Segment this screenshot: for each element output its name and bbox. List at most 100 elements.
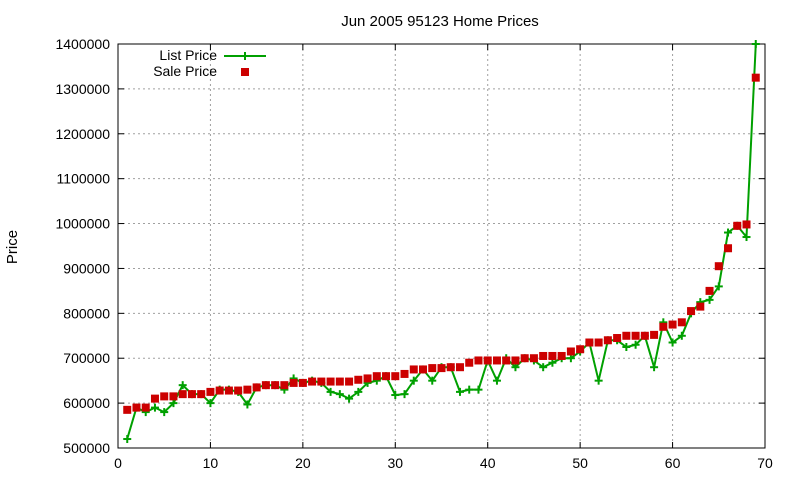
sale-price-point xyxy=(585,338,594,347)
list-price-point xyxy=(465,385,474,394)
sale-price-point xyxy=(150,394,159,403)
list-price-point xyxy=(354,387,363,396)
x-tick-label: 0 xyxy=(114,455,122,471)
list-price-point xyxy=(326,387,335,396)
list-price-point xyxy=(548,358,557,367)
sale-price-point xyxy=(280,381,289,390)
y-tick-label: 1000000 xyxy=(55,216,110,232)
y-tick-label: 1100000 xyxy=(57,171,111,187)
list-price-point xyxy=(150,403,159,412)
sale-price-point xyxy=(391,372,400,381)
sale-price-point xyxy=(742,220,751,229)
sale-price-point xyxy=(511,356,520,365)
legend-list-price-label: List Price xyxy=(159,47,217,63)
sale-price-point xyxy=(372,372,381,381)
sale-price-point xyxy=(613,334,622,343)
sale-price-point xyxy=(234,386,243,395)
sale-price-point xyxy=(659,322,668,331)
list-price-point xyxy=(409,376,418,385)
sale-price-point xyxy=(345,377,354,386)
sale-price-point xyxy=(520,354,529,363)
sale-price-point xyxy=(650,330,659,339)
x-tick-label: 40 xyxy=(480,455,496,471)
sale-price-point xyxy=(308,377,317,386)
list-price-point xyxy=(668,338,677,347)
x-tick-label: 70 xyxy=(757,455,773,471)
sale-price-point xyxy=(252,383,261,392)
sale-price-point xyxy=(187,390,196,399)
sale-price-point xyxy=(576,345,585,354)
sale-price-point xyxy=(169,392,178,401)
sale-price-point xyxy=(705,286,714,295)
sale-price-point xyxy=(261,381,270,390)
list-price-point xyxy=(622,343,631,351)
sale-price-point xyxy=(733,221,742,230)
sale-price-point xyxy=(409,365,418,374)
list-price-point xyxy=(714,282,723,291)
grid-lines xyxy=(118,44,765,448)
list-price-line xyxy=(126,43,757,440)
list-price-point xyxy=(400,390,409,399)
sale-price-point xyxy=(178,390,187,399)
list-price-point xyxy=(335,390,344,399)
list-price-point xyxy=(566,354,575,363)
sale-price-point xyxy=(437,364,446,373)
legend: List Price Sale Price xyxy=(153,47,266,79)
sale-price-point xyxy=(123,405,132,414)
y-tick-label: 500000 xyxy=(63,440,110,456)
list-price-point xyxy=(160,408,169,417)
series-list-price xyxy=(123,40,760,444)
x-axis-tick-labels: 0 10 20 30 40 50 60 70 xyxy=(114,455,773,471)
sale-price-point xyxy=(622,331,631,340)
sale-price-point xyxy=(271,381,280,390)
sale-price-point xyxy=(751,73,760,82)
sale-price-point xyxy=(400,369,409,378)
sale-price-point xyxy=(594,338,603,347)
sale-price-point xyxy=(603,336,612,345)
legend-sale-price-marker xyxy=(241,68,249,76)
sale-price-point xyxy=(631,331,640,340)
list-price-point xyxy=(594,376,603,385)
sale-price-point xyxy=(483,356,492,365)
sale-price-point xyxy=(382,372,391,381)
legend-list-price-marker xyxy=(241,52,249,60)
sale-price-point xyxy=(326,377,335,386)
y-tick-label: 600000 xyxy=(63,395,110,411)
list-price-point xyxy=(742,233,751,242)
sale-price-point xyxy=(446,363,455,372)
sale-price-point xyxy=(455,363,464,372)
sale-price-point xyxy=(677,318,686,327)
sale-price-point xyxy=(335,377,344,386)
sale-price-point xyxy=(529,354,538,363)
series-sale-price xyxy=(123,73,760,414)
sale-price-point xyxy=(492,356,501,365)
list-price-point xyxy=(345,394,354,403)
list-price-point xyxy=(455,387,464,396)
list-price-point xyxy=(650,363,659,372)
list-price-point xyxy=(178,381,187,390)
sale-price-point xyxy=(141,403,150,412)
sale-price-point xyxy=(224,386,233,395)
sale-price-point xyxy=(298,378,307,387)
sale-price-point xyxy=(132,403,141,412)
sale-price-point xyxy=(474,356,483,365)
sale-price-point xyxy=(206,387,215,396)
sale-price-point xyxy=(548,351,557,360)
list-price-point xyxy=(169,399,178,408)
sale-price-point xyxy=(354,375,363,384)
y-tick-label: 900000 xyxy=(63,260,110,276)
x-tick-label: 60 xyxy=(665,455,681,471)
list-price-point xyxy=(751,40,760,48)
x-tick-label: 50 xyxy=(572,455,588,471)
axis-ticks xyxy=(117,43,766,449)
sale-price-point xyxy=(714,262,723,271)
sale-price-point xyxy=(215,386,224,395)
x-tick-label: 10 xyxy=(203,455,219,471)
list-price-point xyxy=(492,376,501,385)
list-price-point xyxy=(539,363,548,372)
y-tick-label: 800000 xyxy=(63,305,110,321)
sale-price-point xyxy=(428,364,437,373)
sale-price-point xyxy=(668,320,677,329)
y-tick-label: 1300000 xyxy=(55,81,110,97)
